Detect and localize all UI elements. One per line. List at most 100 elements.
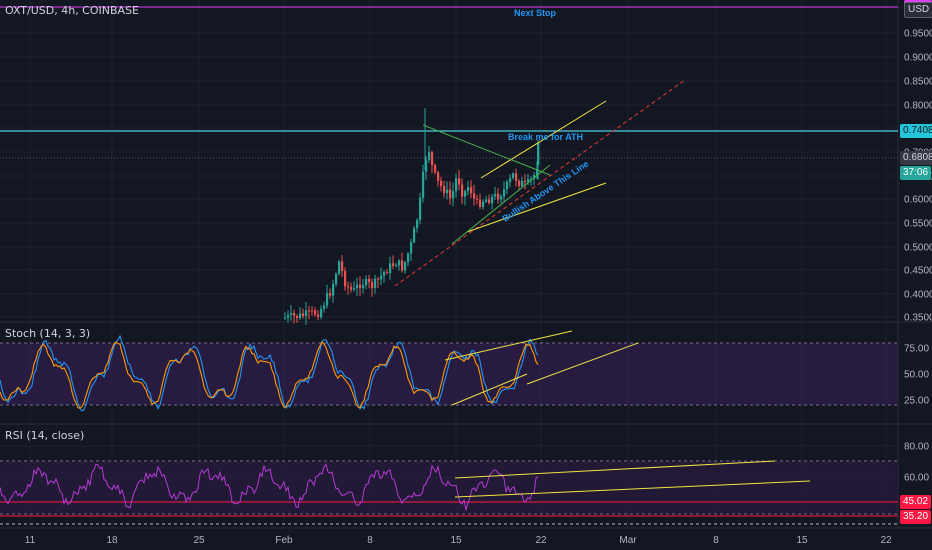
candle-body [377, 278, 380, 280]
candle-body [326, 293, 329, 306]
price-tick-label: 0.4000 [904, 290, 932, 301]
channel-upper-line[interactable] [480, 100, 607, 179]
break-ath-annotation[interactable]: Break me for ATH [508, 132, 583, 142]
candle-body [329, 293, 332, 296]
wedge-bottom-line[interactable] [451, 164, 551, 245]
candle-body [527, 179, 530, 182]
stoch-indicator-label[interactable]: Stoch (14, 3, 3) [5, 327, 91, 340]
time-tick-label: 8 [367, 535, 373, 546]
candle-body [482, 201, 485, 208]
price-tick-label: 0.9000 [904, 53, 932, 64]
resistance-price-badge: 0.7408 [900, 124, 932, 138]
rsi-trendline-lower[interactable] [454, 480, 811, 498]
candle-body [446, 189, 449, 194]
rsi-band [0, 461, 898, 514]
candle-body [314, 310, 317, 315]
rsi-trendline-upper[interactable] [454, 460, 776, 479]
candle-body [311, 310, 314, 312]
candle-body [537, 143, 540, 165]
candle-body [452, 191, 455, 199]
symbol-title[interactable]: OXT/USD, 4h, COINBASE [5, 4, 139, 17]
candle-body [497, 193, 500, 200]
candle-body [467, 187, 470, 192]
candle-body [512, 173, 515, 179]
price-tick-label: 0.9500 [904, 29, 932, 40]
candle-body [518, 180, 521, 187]
candle-body [536, 169, 539, 175]
candle-body [389, 263, 392, 274]
candle-body [479, 199, 482, 208]
wedge-top-line[interactable] [422, 124, 551, 176]
price-tick-label: 0.8500 [904, 77, 932, 88]
candle-body [461, 184, 464, 197]
stoch-channel-lower-2[interactable] [526, 342, 639, 385]
candle-body [485, 199, 488, 202]
time-tick-label: 22 [880, 535, 892, 546]
last-price-badge: 0.6808 [900, 151, 932, 165]
stoch-tick-label: 50.00 [904, 370, 929, 381]
candle-body [347, 286, 350, 288]
candle-body [431, 152, 434, 166]
candle-body [344, 270, 347, 287]
stoch-axis[interactable]: 75.00 50.00 25.00 [904, 344, 929, 407]
time-tick-label: Mar [619, 535, 637, 546]
candle-body [356, 284, 359, 289]
candle-body [305, 310, 308, 317]
price-tick-label: 0.4500 [904, 266, 932, 277]
stoch-channel-upper[interactable] [444, 330, 573, 361]
candle-body [308, 310, 311, 312]
currency-badge[interactable]: USD [904, 2, 932, 18]
candle-body [338, 261, 341, 275]
candle-body [380, 275, 383, 280]
next-stop-annotation[interactable]: Next Stop [514, 8, 557, 18]
candle-body [284, 317, 287, 319]
time-axis[interactable]: 11 18 25 Feb 8 15 22 Mar 8 15 22 [25, 535, 892, 546]
candle-body [443, 186, 446, 194]
rsi-lower-badge: 35.20 [900, 510, 932, 524]
candle-body [422, 171, 425, 198]
candle-body [386, 272, 389, 274]
candle-body [494, 193, 497, 197]
candle-body [476, 198, 479, 200]
candle-body [320, 308, 323, 318]
time-tick-label: 15 [796, 535, 808, 546]
price-tick-label: 0.6000 [904, 195, 932, 206]
stoch-k-line [0, 334, 539, 412]
candle-body [416, 219, 419, 229]
candle-body [404, 262, 407, 271]
candle-body [455, 178, 458, 192]
rsi-indicator-label[interactable]: RSI (14, close) [5, 429, 85, 442]
rsi-upper-badge: 45.02 [900, 495, 932, 509]
time-tick-label: 11 [25, 535, 36, 546]
candle-body [506, 181, 509, 190]
candle-body [374, 278, 377, 289]
candle-body [401, 260, 404, 271]
candle-body [434, 165, 437, 173]
channel-lower-line[interactable] [466, 182, 607, 233]
support-trendline[interactable] [394, 79, 686, 287]
countdown-badge: 37:06 [900, 166, 932, 180]
rsi-tick-label: 60.00 [904, 473, 929, 484]
candle-body [500, 196, 503, 200]
time-tick-label: 8 [713, 535, 719, 546]
candle-body [323, 305, 326, 309]
rsi-tick-label: 80.00 [904, 442, 929, 453]
candle-body [419, 197, 422, 220]
stoch-channel-lower-1[interactable] [451, 373, 528, 406]
candle-body [449, 189, 452, 199]
candle-body [470, 187, 473, 194]
rsi-axis[interactable]: 80.00 60.00 [904, 442, 929, 484]
candle-body [464, 191, 467, 197]
candle-body [296, 315, 299, 319]
candle-body [371, 281, 374, 289]
stoch-d-line [0, 341, 539, 409]
candle-body [473, 193, 476, 199]
candle-body [410, 242, 413, 254]
stoch-band [0, 343, 898, 405]
candle-body [341, 261, 344, 271]
candle-body [515, 173, 518, 181]
time-tick-label: 18 [106, 535, 118, 546]
price-tick-label: 0.3500 [904, 313, 932, 324]
